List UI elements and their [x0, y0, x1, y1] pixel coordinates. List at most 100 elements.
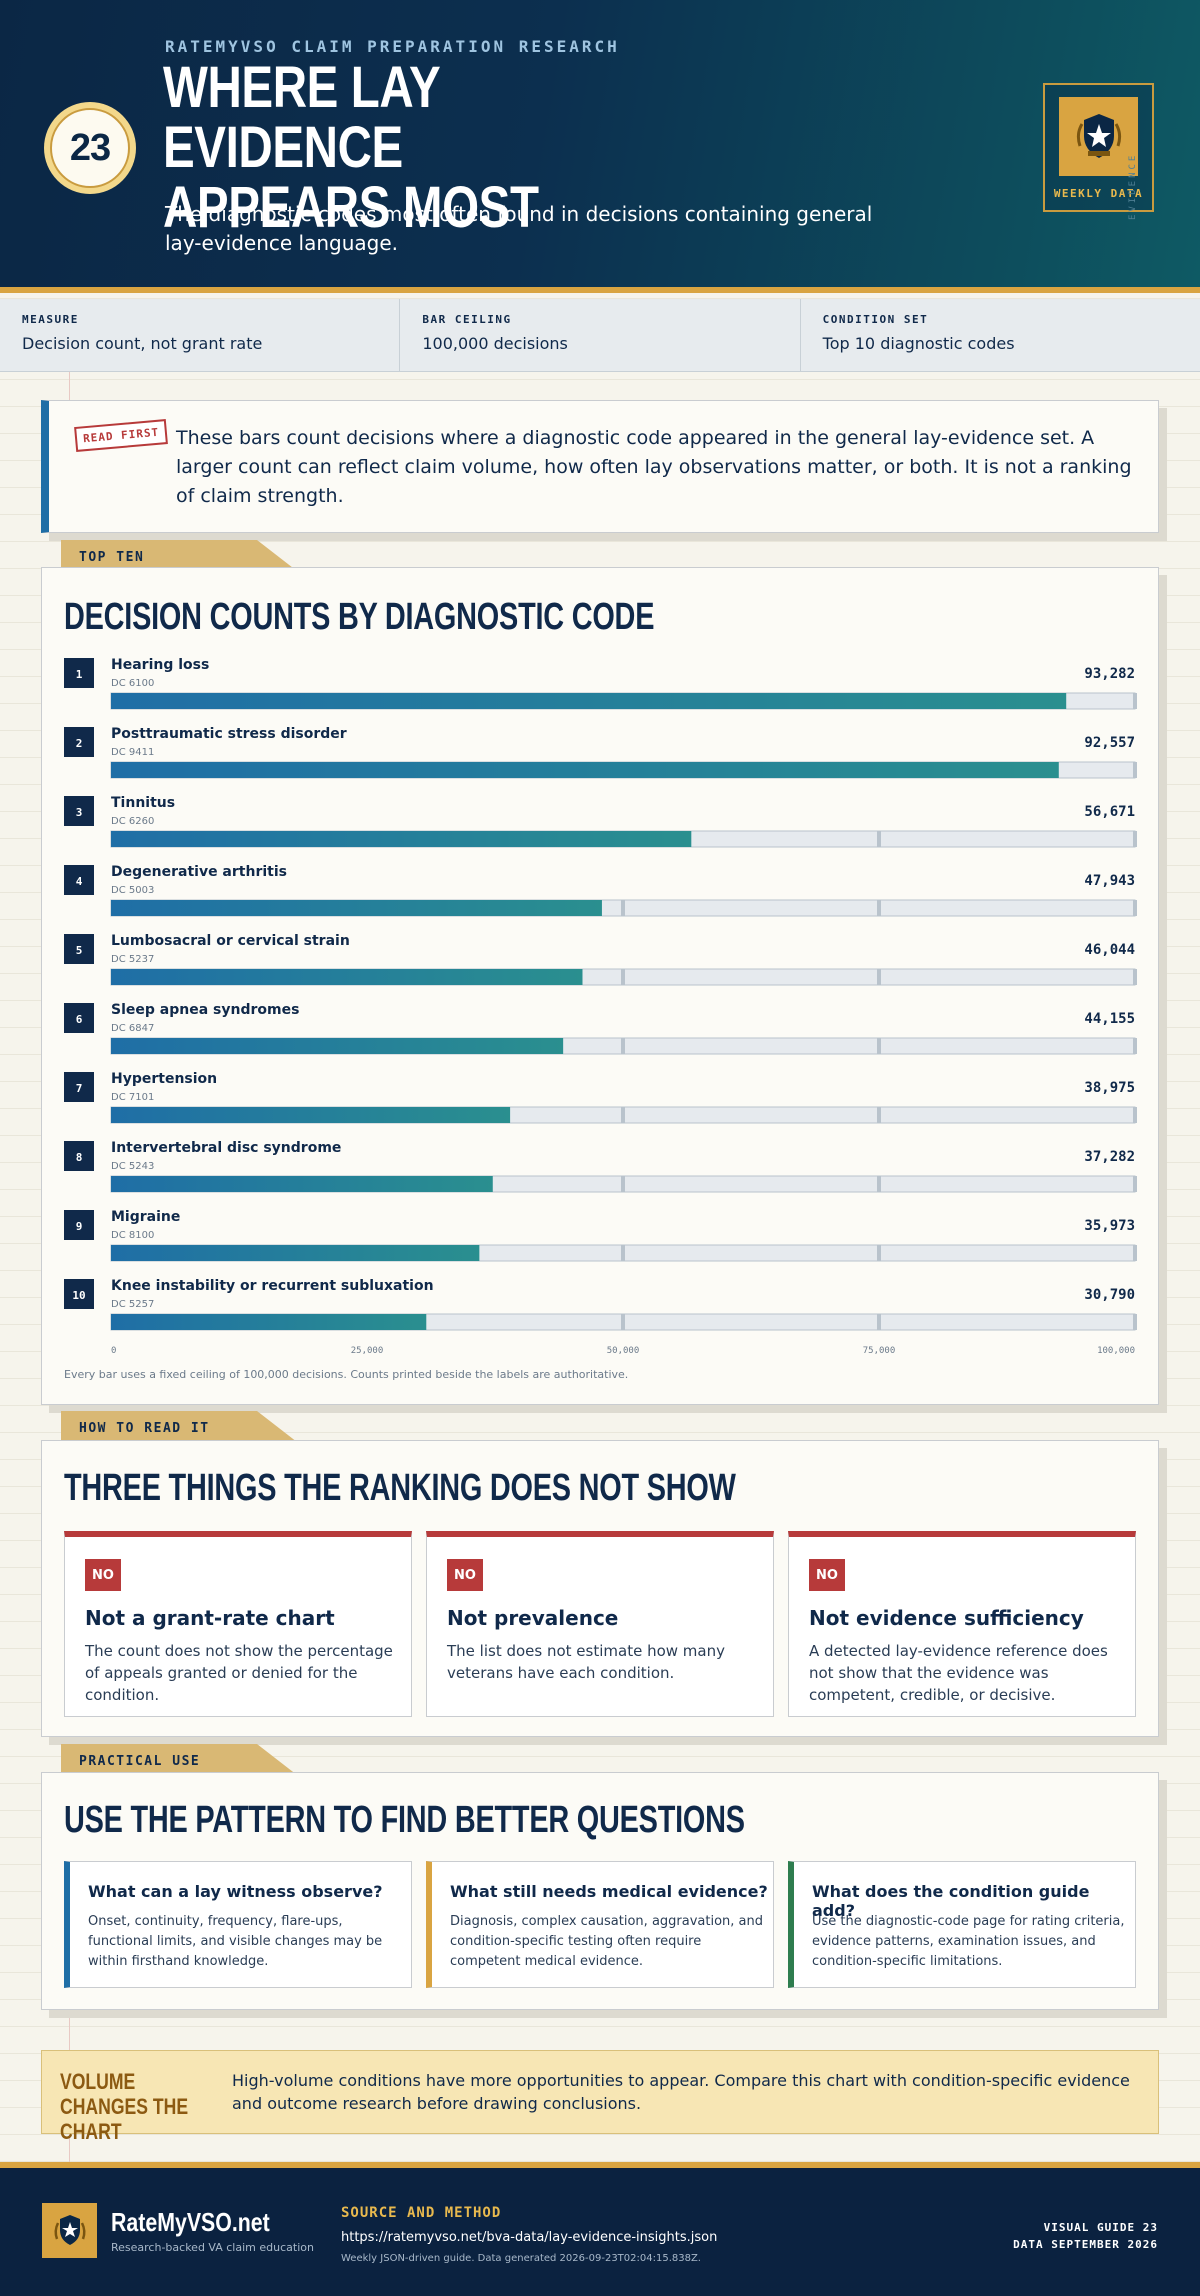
no-badge: NO	[809, 1559, 845, 1591]
bar-gridline	[1133, 762, 1137, 778]
value-label: 93,282	[1084, 666, 1135, 682]
value-label: 38,975	[1084, 1080, 1135, 1096]
bar-gridline	[1133, 1314, 1137, 1330]
bar	[111, 831, 692, 847]
how-to-read-card: THREE THINGS THE RANKING DOES NOT SHOW N…	[41, 1440, 1159, 1737]
callout-text: High-volume conditions have more opportu…	[232, 2071, 1130, 2113]
guide-label: VISUAL GUIDE 23	[1043, 2221, 1158, 2234]
condition-label: Degenerative arthritis	[111, 864, 287, 880]
meta-label: BAR CEILING	[422, 313, 512, 326]
diagnostic-code: DC 5257	[111, 1299, 154, 1310]
box-title: What does the condition guide add?	[812, 1882, 1090, 1920]
box-text: Diagnosis, complex causation, aggravatio…	[450, 1914, 764, 1969]
condition-guide-box: What does the condition guide add? Use t…	[788, 1861, 1136, 1988]
bar	[111, 693, 1067, 709]
value-label: 35,973	[1084, 1218, 1135, 1234]
bar-gridline	[1133, 1176, 1137, 1192]
header-kicker: RATEMYVSO CLAIM PREPARATION RESEARCH	[165, 37, 620, 56]
bar-gridline	[1133, 1038, 1137, 1054]
bar-gridline	[1133, 1107, 1137, 1123]
data-label: DATA SEPTEMBER 2026	[1013, 2238, 1158, 2251]
bar-gridline	[1133, 900, 1137, 916]
value-label: 46,044	[1084, 942, 1135, 958]
bar-gridline	[877, 969, 881, 985]
practical-use-card: USE THE PATTERN TO FIND BETTER QUESTIONS…	[41, 1772, 1159, 2010]
bar-gridline	[1133, 693, 1137, 709]
diagnostic-code: DC 7101	[111, 1092, 154, 1103]
bar-gridline	[877, 1314, 881, 1330]
meta-label: CONDITION SET	[822, 313, 929, 326]
chart-title: DECISION COUNTS BY DIAGNOSTIC CODE	[64, 596, 655, 638]
bar-gridline	[877, 831, 881, 847]
box-title: Not a grant-rate chart	[85, 1606, 335, 1630]
source-label: SOURCE AND METHOD	[341, 2205, 502, 2221]
bar-gridline	[1133, 1245, 1137, 1261]
source-url-link[interactable]: https://ratemyvso.net/bva-data/lay-evide…	[341, 2230, 718, 2245]
page-subtitle: The diagnostic codes most often found in…	[165, 202, 873, 255]
condition-label: Tinnitus	[111, 795, 175, 811]
meta-value: Decision count, not grant rate	[22, 334, 263, 353]
diagnostic-code: DC 5003	[111, 885, 154, 896]
value-label: 30,790	[1084, 1287, 1135, 1303]
page-header: 23 RATEMYVSO CLAIM PREPARATION RESEARCH …	[0, 0, 1200, 293]
bar-gridline	[621, 900, 625, 916]
footer-brand[interactable]: RateMyVSO.net	[111, 2207, 270, 2237]
condition-label: Knee instability or recurrent subluxatio…	[111, 1278, 434, 1294]
bar	[111, 762, 1059, 778]
lay-witness-box: What can a lay witness observe? Onset, c…	[64, 1861, 412, 1988]
read-first-note: READ FIRST These bars count decisions wh…	[41, 400, 1159, 533]
shield-logo-icon	[42, 2203, 97, 2258]
rank-badge	[64, 1072, 94, 1102]
read-first-tag: READ FIRST	[74, 419, 169, 452]
diagnostic-code: DC 8100	[111, 1230, 154, 1241]
rank-badge	[64, 658, 94, 688]
condition-label: Intervertebral disc syndrome	[111, 1140, 341, 1156]
bar	[111, 1176, 493, 1192]
medical-evidence-box: What still needs medical evidence? Diagn…	[426, 1861, 774, 1988]
vertical-label: EVIDENCE	[1128, 152, 1138, 220]
bar-gridline	[877, 1107, 881, 1123]
bar-gridline	[621, 1245, 625, 1261]
box-title: Not evidence sufficiency	[809, 1606, 1084, 1630]
meta-strip: MEASURE Decision count, not grant rate B…	[0, 299, 1200, 372]
footer-tagline: Research-backed VA claim education	[111, 2241, 314, 2254]
chart-card: DECISION COUNTS BY DIAGNOSTIC CODE 1 Hear…	[41, 567, 1159, 1405]
rank-badge	[64, 1210, 94, 1240]
no-badge: NO	[85, 1559, 121, 1591]
bar-gridline	[621, 1038, 625, 1054]
read-first-text: These bars count decisions where a diagn…	[176, 427, 1132, 507]
condition-label: Hypertension	[111, 1071, 217, 1087]
x-tick-label: 100,000	[1097, 1346, 1135, 1356]
meta-label: MEASURE	[22, 313, 79, 326]
not-prevalence-box: NO Not prevalence The list does not esti…	[426, 1531, 774, 1717]
x-tick-label: 25,000	[351, 1346, 384, 1356]
chart-footnote: Every bar uses a fixed ceiling of 100,00…	[64, 1368, 629, 1381]
value-label: 44,155	[1084, 1011, 1135, 1027]
bar-gridline	[877, 1176, 881, 1192]
condition-label: Migraine	[111, 1209, 180, 1225]
box-text: A detected lay-evidence reference does n…	[809, 1642, 1108, 1704]
value-label: 37,282	[1084, 1149, 1135, 1165]
bar-gridline	[1133, 831, 1137, 847]
meta-bar-ceiling: BAR CEILING 100,000 decisions	[400, 299, 801, 371]
rank-badge	[64, 934, 94, 964]
condition-label: Posttraumatic stress disorder	[111, 726, 347, 742]
rank-badge	[64, 1279, 94, 1309]
value-label: 56,671	[1084, 804, 1135, 820]
page-footer: RateMyVSO.net Research-backed VA claim e…	[0, 2162, 1200, 2296]
callout-heading: VOLUME CHANGES THE CHART	[60, 2069, 189, 2144]
diagnostic-code: DC 5243	[111, 1161, 154, 1172]
page-title: WHERE LAY EVIDENCE APPEARS MOST	[163, 55, 539, 240]
box-text: Onset, continuity, frequency, flare-ups,…	[88, 1914, 383, 1969]
rank-badge	[64, 727, 94, 757]
box-title: What can a lay witness observe?	[88, 1882, 383, 1901]
bar	[111, 1038, 564, 1054]
bar	[111, 1245, 480, 1261]
practical-title: USE THE PATTERN TO FIND BETTER QUESTIONS	[64, 1799, 745, 1841]
diagnostic-code: DC 9411	[111, 747, 154, 758]
shield-emblem-icon	[1059, 97, 1138, 176]
weekly-data-stamp: WEEKLY DATA	[1043, 83, 1154, 212]
box-text: The count does not show the percentage o…	[85, 1642, 393, 1704]
value-label: 92,557	[1084, 735, 1135, 751]
meta-measure: MEASURE Decision count, not grant rate	[0, 299, 401, 371]
